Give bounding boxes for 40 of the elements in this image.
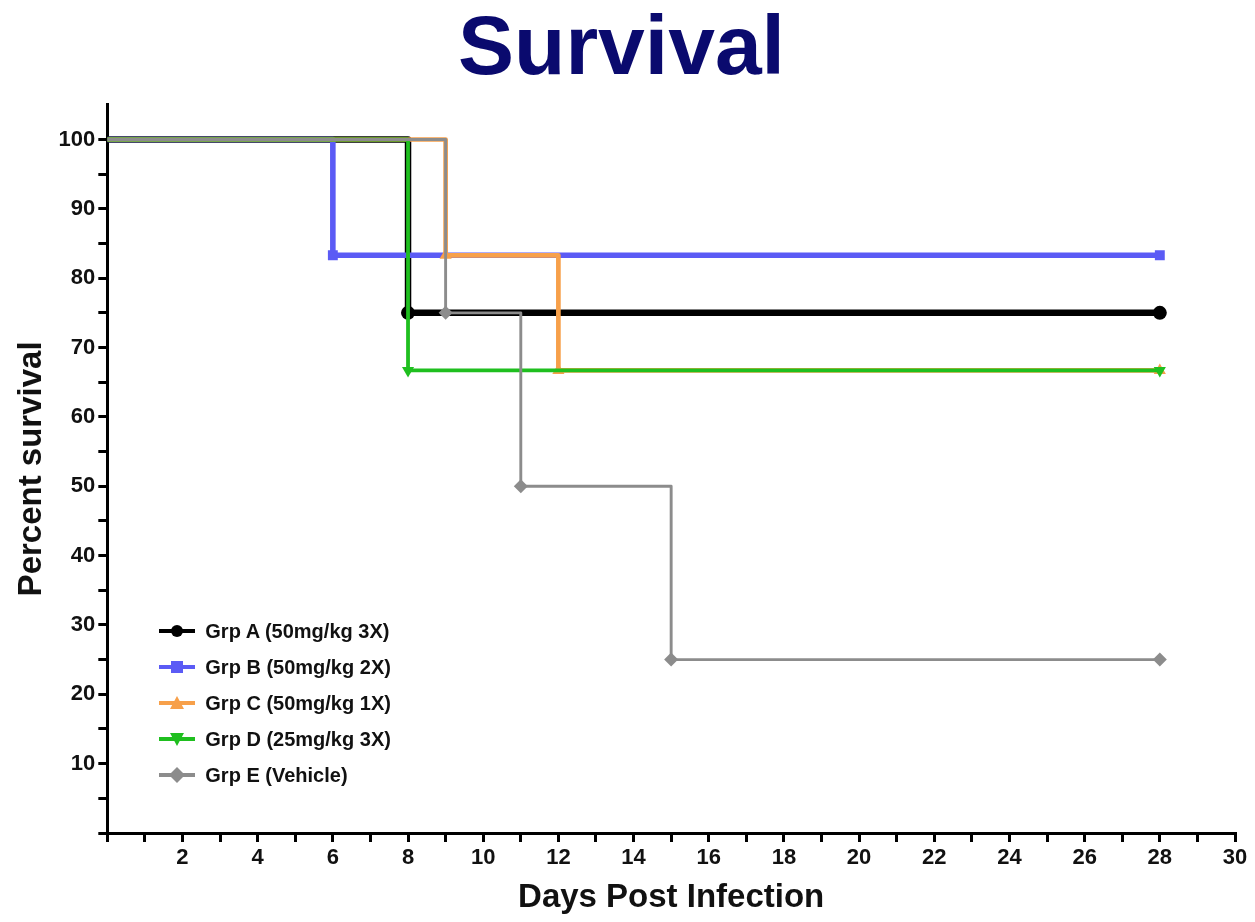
legend-label: Grp A (50mg/kg 3X) xyxy=(205,619,390,643)
point xyxy=(327,250,338,261)
x-tick-label: 16 xyxy=(696,844,721,870)
x-tick-label: 8 xyxy=(401,844,415,870)
point xyxy=(1152,652,1167,667)
y-tick-label: 100 xyxy=(58,125,96,151)
legend-label: Grp D (25mg/kg 3X) xyxy=(205,727,391,751)
x-tick-label: 22 xyxy=(922,844,947,870)
x-tick-label: 14 xyxy=(621,844,647,870)
x-tick-label: 12 xyxy=(546,844,571,870)
x-tick-label: 2 xyxy=(176,844,189,870)
point xyxy=(1152,305,1167,320)
x-tick-label: 30 xyxy=(1222,844,1248,870)
legend-label: Grp E (Vehicle) xyxy=(205,763,348,787)
legend-label: Grp B (50mg/kg 2X) xyxy=(205,655,391,679)
point xyxy=(1154,250,1165,261)
x-tick-label: 20 xyxy=(846,844,872,870)
chart-title: Survival xyxy=(458,0,785,92)
y-tick-label: 30 xyxy=(70,611,96,637)
point xyxy=(664,652,679,667)
y-tick-label: 70 xyxy=(70,333,96,359)
y-axis-title: Percent survival xyxy=(10,341,48,597)
y-tick-label: 50 xyxy=(70,472,96,498)
x-tick-label: 18 xyxy=(771,844,797,870)
x-axis-title: Days Post Infection xyxy=(518,877,825,915)
y-tick-label: 20 xyxy=(70,680,96,706)
x-tick-label: 6 xyxy=(326,844,339,870)
x-tick-label: 28 xyxy=(1147,844,1173,870)
y-tick-label: 60 xyxy=(70,402,96,428)
y-tick-label: 40 xyxy=(70,541,96,567)
x-tick-label: 24 xyxy=(997,844,1023,870)
y-tick-label: 10 xyxy=(70,749,96,775)
x-tick-label: 26 xyxy=(1072,844,1097,870)
point xyxy=(513,479,528,494)
legend-label: Grp C (50mg/kg 1X) xyxy=(205,691,391,715)
y-tick-label: 90 xyxy=(70,194,96,220)
point xyxy=(438,305,453,320)
y-tick-label: 80 xyxy=(70,264,96,290)
x-tick-label: 4 xyxy=(251,844,265,870)
x-tick-label: 10 xyxy=(470,844,496,870)
